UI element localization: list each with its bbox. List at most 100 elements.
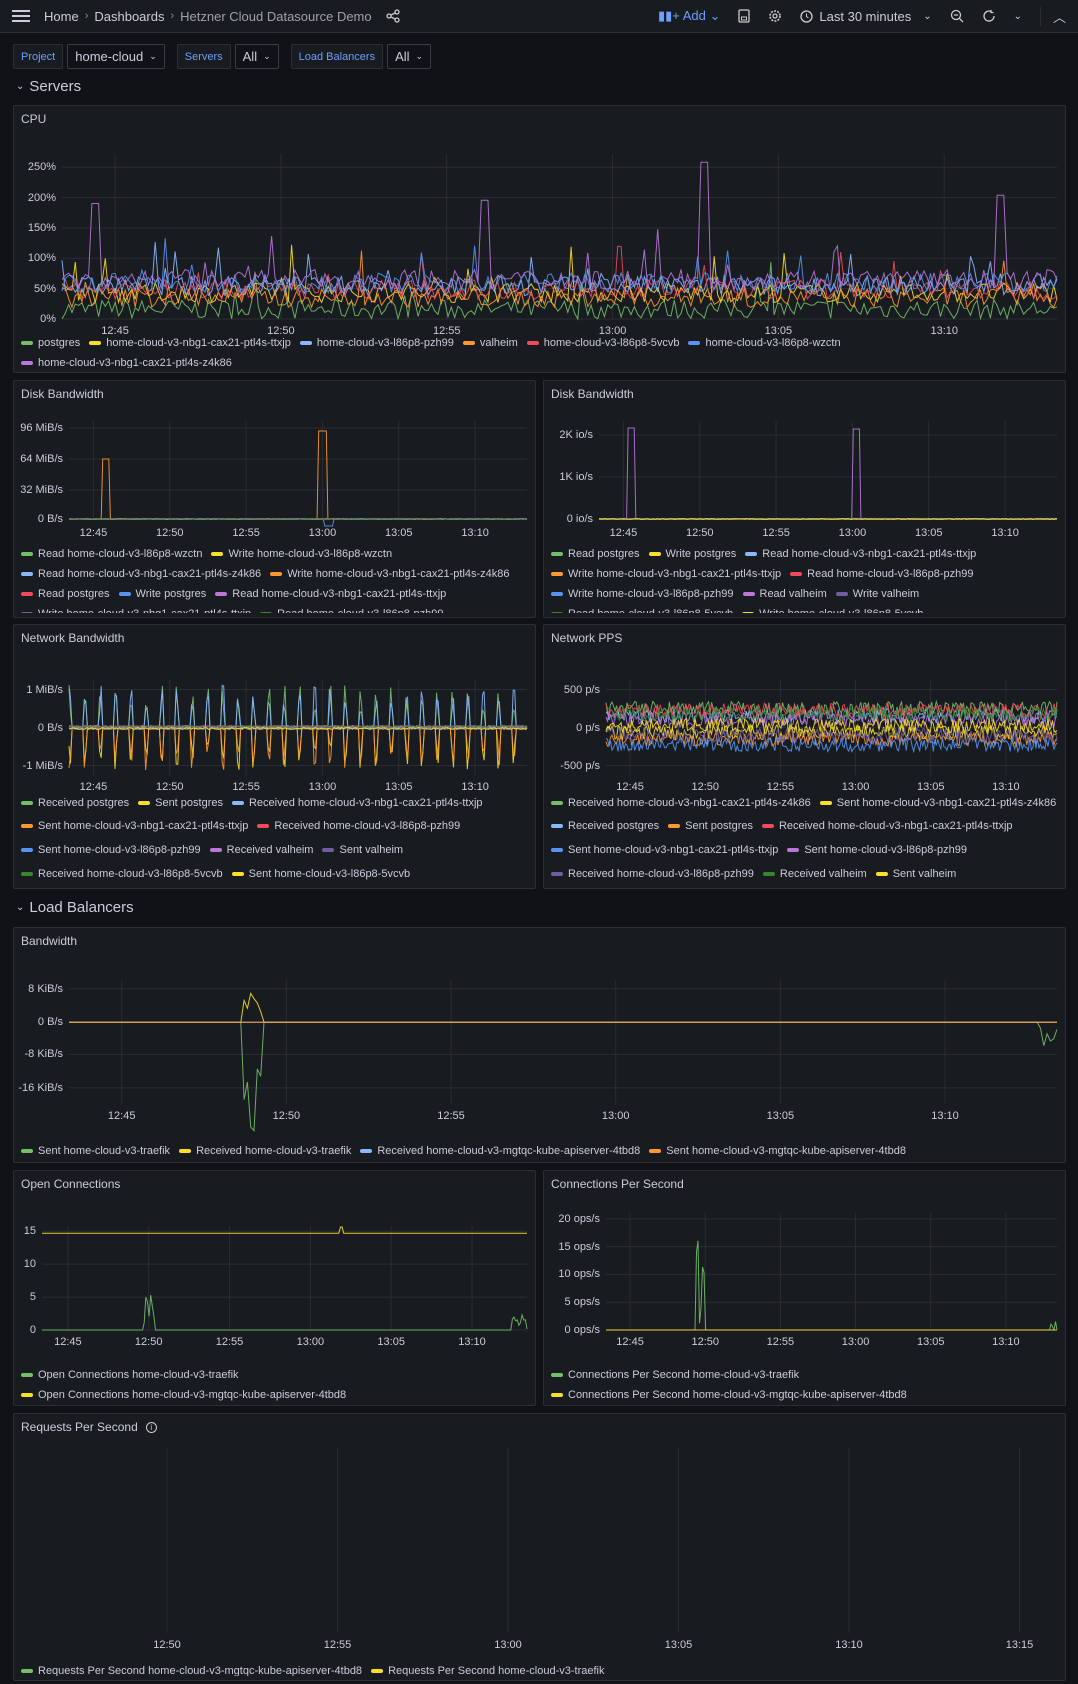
- add-button[interactable]: ▮▮+ Add ⌄: [657, 8, 721, 23]
- legend-item[interactable]: home-cloud-v3-l86p8-5vcvb: [526, 336, 679, 349]
- legend-item[interactable]: Sent home-cloud-v3-l86p8-pzh99: [21, 844, 201, 857]
- variable-select-servers[interactable]: All ⌄: [234, 44, 279, 69]
- legend-item[interactable]: Write home-cloud-v3-l86p8-5vcvb: [742, 607, 923, 613]
- legend-item[interactable]: Sent postgres: [668, 820, 753, 833]
- legend-item[interactable]: Read home-cloud-v3-l86p8-pzh99: [260, 607, 444, 613]
- legend-item[interactable]: Write home-cloud-v3-nbg1-cax21-ptl4s-ttx…: [21, 607, 251, 613]
- legend-item[interactable]: Read home-cloud-v3-nbg1-cax21-ptl4s-ttxj…: [745, 547, 976, 560]
- legend-item[interactable]: Received home-cloud-v3-nbg1-cax21-ptl4s-…: [761, 820, 1013, 833]
- legend-item[interactable]: Write home-cloud-v3-l86p8-pzh99: [551, 587, 734, 600]
- legend-item[interactable]: Sent home-cloud-v3-mgtqc-kube-apiserver-…: [649, 1144, 906, 1157]
- legend-swatch: [231, 800, 244, 805]
- legend-item[interactable]: Received home-cloud-v3-l86p8-pzh99: [257, 820, 460, 833]
- legend-item[interactable]: postgres: [21, 336, 80, 349]
- plot-area[interactable]: 500 p/s 0 p/s -500 p/s 12:45 12:50 12:55 13:00…: [560, 680, 1058, 793]
- refresh-interval-chevron-icon[interactable]: ⌄: [1013, 10, 1022, 22]
- panel-title[interactable]: Bandwidth: [21, 934, 77, 948]
- legend-item[interactable]: Read home-cloud-v3-nbg1-cax21-ptl4s-ttxj…: [215, 587, 446, 600]
- legend-item[interactable]: Received home-cloud-v3-l86p8-pzh99: [551, 867, 754, 880]
- legend-item[interactable]: Write home-cloud-v3-nbg1-cax21-ptl4s-z4k…: [270, 567, 510, 580]
- time-range-picker[interactable]: Last 30 minutes ⌄: [800, 9, 932, 24]
- legend-item[interactable]: home-cloud-v3-l86p8-pzh99: [299, 336, 454, 349]
- legend-item[interactable]: Received valheim: [209, 844, 313, 857]
- legend-item[interactable]: valheim: [462, 336, 518, 349]
- y-axis-tick-label: 200%: [27, 191, 56, 204]
- legend-item[interactable]: Open Connections home-cloud-v3-mgtqc-kub…: [21, 1388, 346, 1401]
- x-axis-tick-label: 12:55: [232, 781, 260, 793]
- share-icon[interactable]: [385, 9, 400, 23]
- legend-item[interactable]: home-cloud-v3-nbg1-cax21-ptl4s-z4k86: [21, 356, 232, 368]
- panel-title[interactable]: Requests Per Second i: [21, 1420, 157, 1434]
- panel-title[interactable]: Disk Bandwidth: [21, 387, 104, 401]
- legend-item[interactable]: Sent valheim: [322, 844, 403, 857]
- variable-select-project[interactable]: home-cloud ⌄: [67, 44, 165, 69]
- legend-item[interactable]: Write valheim: [835, 587, 919, 600]
- legend-item[interactable]: Sent home-cloud-v3-l86p8-pzh99: [787, 844, 967, 857]
- legend-item[interactable]: Read home-cloud-v3-nbg1-cax21-ptl4s-z4k8…: [21, 567, 261, 580]
- legend-item[interactable]: Connections Per Second home-cloud-v3-tra…: [551, 1368, 799, 1381]
- legend-item[interactable]: Sent home-cloud-v3-nbg1-cax21-ptl4s-ttxj…: [551, 844, 778, 857]
- legend-item[interactable]: Read home-cloud-v3-l86p8-pzh99: [790, 567, 974, 580]
- legend-item[interactable]: Write postgres: [118, 587, 206, 600]
- breadcrumb-home[interactable]: Home: [44, 8, 79, 24]
- info-icon[interactable]: i: [145, 1421, 157, 1433]
- legend-item[interactable]: Read valheim: [742, 587, 827, 600]
- panel-title[interactable]: CPU: [21, 112, 46, 126]
- legend-item[interactable]: Sent postgres: [138, 796, 223, 809]
- plot-area[interactable]: 15 10 5 0 12:45 12:50 12:55 13:00 13:05 13:10: [24, 1225, 528, 1348]
- plot-area[interactable]: 12:50 12:55 13:00 13:05 13:10 13:15: [34, 1448, 1055, 1651]
- legend-item[interactable]: Sent valheim: [875, 867, 956, 880]
- legend-item[interactable]: Received postgres: [21, 796, 129, 809]
- legend-item[interactable]: Open Connections home-cloud-v3-traefik: [21, 1368, 239, 1381]
- legend-item[interactable]: Write home-cloud-v3-nbg1-cax21-ptl4s-ttx…: [551, 567, 781, 580]
- legend-item[interactable]: home-cloud-v3-l86p8-wzctn: [688, 336, 841, 349]
- legend-item[interactable]: Received postgres: [551, 820, 659, 833]
- row-header-servers[interactable]: ⌄ Servers: [16, 78, 81, 95]
- gear-icon[interactable]: [768, 9, 782, 23]
- plot-area[interactable]: 1 MiB/s 0 B/s -1 MiB/s 12:45 12:50 12:55 13:00…: [23, 680, 528, 793]
- legend-item[interactable]: Received home-cloud-v3-nbg1-cax21-ptl4s-…: [231, 796, 483, 809]
- legend-item[interactable]: Sent home-cloud-v3-l86p8-5vcvb: [231, 867, 410, 880]
- legend-item[interactable]: Read postgres: [21, 587, 110, 600]
- breadcrumb-dashboards[interactable]: Dashboards: [94, 8, 165, 24]
- series-line: [69, 1021, 1058, 1132]
- plot-area[interactable]: 20 ops/s 15 ops/s 10 ops/s 5 ops/s 0 ops/s 12…: [558, 1213, 1058, 1348]
- legend-item[interactable]: Write home-cloud-v3-l86p8-wzctn: [211, 547, 392, 560]
- plot-area[interactable]: 8 KiB/s 0 B/s -8 KiB/s -16 KiB/s 12:45 12:50 1…: [18, 980, 1058, 1132]
- legend-item[interactable]: Read home-cloud-v3-l86p8-5vcvb: [551, 607, 733, 613]
- panel-title[interactable]: Open Connections: [21, 1177, 120, 1191]
- legend-item[interactable]: Received home-cloud-v3-l86p8-5vcvb: [21, 867, 223, 880]
- zoom-out-icon[interactable]: [950, 9, 964, 23]
- legend-item[interactable]: Read home-cloud-v3-l86p8-wzctn: [21, 547, 202, 560]
- legend-item[interactable]: Read postgres: [551, 547, 640, 560]
- legend-item[interactable]: Received home-cloud-v3-traefik: [179, 1144, 351, 1157]
- panel-title[interactable]: Network PPS: [551, 631, 622, 645]
- row-header-load-balancers[interactable]: ⌄ Load Balancers: [16, 899, 134, 916]
- collapse-chevron-up-icon[interactable]: ︿: [1039, 6, 1066, 26]
- row-title: Servers: [29, 78, 82, 95]
- x-axis-tick-label: 13:05: [916, 1336, 945, 1348]
- legend-item[interactable]: Connections Per Second home-cloud-v3-mgt…: [551, 1388, 907, 1401]
- legend-item[interactable]: Requests Per Second home-cloud-v3-mgtqc-…: [21, 1664, 362, 1676]
- panel-title[interactable]: Disk Bandwidth: [551, 387, 634, 401]
- legend-item[interactable]: Received home-cloud-v3-nbg1-cax21-ptl4s-…: [551, 796, 811, 809]
- plot-area[interactable]: 250% 200% 150% 100% 50% 0% 12:45 12:50 12:55 13:0…: [28, 154, 1058, 337]
- save-icon[interactable]: [738, 9, 751, 23]
- legend-item[interactable]: home-cloud-v3-nbg1-cax21-ptl4s-ttxjp: [89, 336, 291, 349]
- menu-icon[interactable]: [12, 9, 30, 23]
- legend-item[interactable]: Received valheim: [762, 867, 867, 880]
- plot-area[interactable]: 2K io/s 1K io/s 0 io/s 12:45 12:50 12:55 13:00…: [559, 421, 1058, 539]
- plot-area[interactable]: 96 MiB/s 64 MiB/s 32 MiB/s 0 B/s 12:45 12:50 1…: [20, 421, 528, 539]
- variable-label-servers: Servers: [176, 44, 231, 69]
- legend-item[interactable]: Sent home-cloud-v3-nbg1-cax21-ptl4s-z4k8…: [819, 796, 1056, 809]
- panel-title[interactable]: Network Bandwidth: [21, 631, 124, 645]
- refresh-icon[interactable]: [982, 9, 996, 23]
- panel-title[interactable]: Connections Per Second: [551, 1177, 684, 1191]
- legend-item[interactable]: Requests Per Second home-cloud-v3-traefi…: [371, 1664, 605, 1676]
- legend-item[interactable]: Sent home-cloud-v3-nbg1-cax21-ptl4s-ttxj…: [21, 820, 248, 833]
- x-axis-tick-label: 12:45: [54, 1336, 82, 1348]
- variable-select-load-balancers[interactable]: All ⌄: [387, 44, 432, 69]
- legend-item[interactable]: Write postgres: [648, 547, 736, 560]
- legend-item[interactable]: Received home-cloud-v3-mgtqc-kube-apiser…: [360, 1144, 640, 1157]
- legend-item[interactable]: Sent home-cloud-v3-traefik: [21, 1144, 170, 1157]
